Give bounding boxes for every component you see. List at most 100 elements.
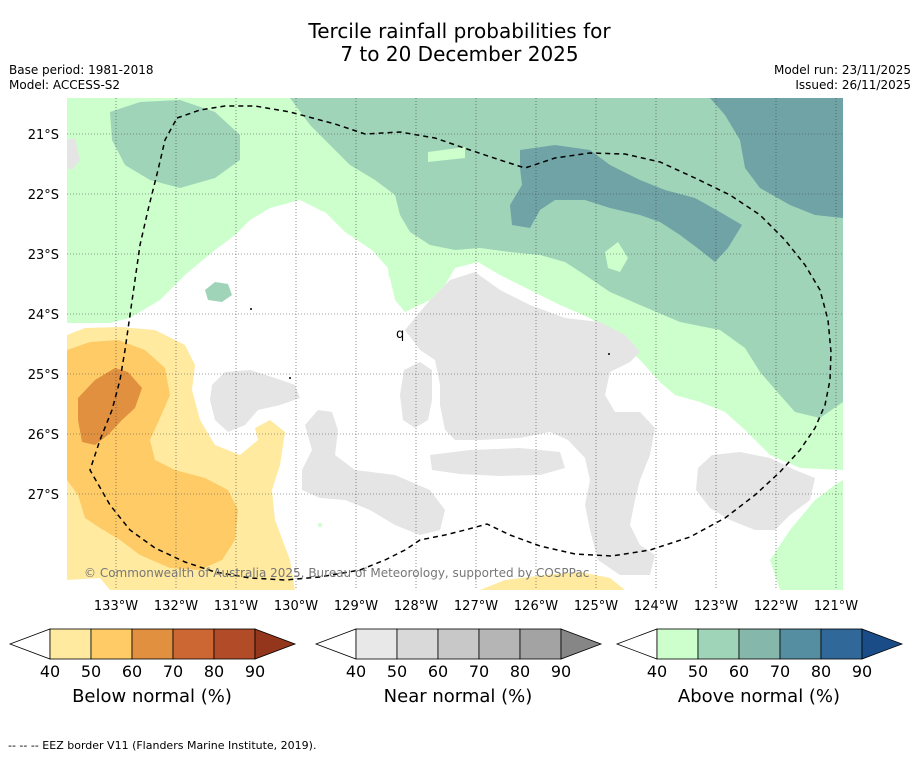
colorbar-near-tick: 60 [428,662,448,681]
lat-label: 21°S [28,128,59,143]
colorbar-near-tick: 70 [469,662,489,681]
colorbar-near-tick: 40 [346,662,366,681]
lon-label: 123°W [694,599,738,614]
lat-label: 24°S [28,308,59,323]
colorbar-near-tick: 50 [387,662,407,681]
title-line-2: 7 to 20 December 2025 [340,42,579,66]
copyright-notice: © Commonwealth of Australia 2025, Bureau… [84,566,589,580]
colorbar-above-high-extend [861,628,904,660]
colorbar-near-segment [519,628,562,660]
colorbar-near-tick: 80 [510,662,530,681]
colorbar-above-low-extend [615,628,658,660]
colorbar-below-tick: 80 [204,662,224,681]
near-normal-region-west [210,370,300,432]
colorbar-below-segment [172,628,215,660]
lon-label: 131°W [214,599,258,614]
colorbar-near-segment [478,628,521,660]
small-map-label: q [396,327,404,342]
near-normal-region-east [696,452,815,530]
above-normal-50-region [290,98,843,418]
lon-label: 133°W [94,599,138,614]
colorbar-below-tick: 60 [122,662,142,681]
colorbar-near-segment [437,628,480,660]
below-normal-40-patch-bottom [480,572,625,590]
colorbar-title-above: Above normal (%) [677,686,841,707]
latitude-labels: 21°S 22°S 23°S 24°S 25°S 26°S 27°S [28,128,59,503]
colorbar-near-tick: 90 [551,662,571,681]
below-normal-60-region [78,368,142,445]
island-marker-2 [289,377,291,379]
colorbar-near-segment [355,628,398,660]
colorbar-below-tick: 40 [40,662,60,681]
near-normal-region-nw [67,138,80,170]
colorbar-below-segment [49,628,92,660]
colorbar-above-tick: 90 [852,662,872,681]
colorbar-below-tick: 70 [163,662,183,681]
lon-label: 127°W [454,599,498,614]
colorbar-below-segment [90,628,133,660]
lat-label: 27°S [28,488,59,503]
colorbar-title-near: Near normal (%) [383,686,533,707]
colorbar-above-tick: 40 [647,662,667,681]
gridlines [67,98,843,590]
lon-label: 124°W [634,599,678,614]
colorbar-above-tick: 80 [811,662,831,681]
lat-label: 23°S [28,248,59,263]
colorbar-above-segment [697,628,740,660]
near-normal-region-strip [430,448,565,476]
lon-label: 121°W [814,599,858,614]
map-area: q © Commonwealth of Australia 2025, Bure… [67,98,843,590]
colorbar-near-low-extend [314,628,357,660]
lat-label: 26°S [28,428,59,443]
lat-label: 25°S [28,368,59,383]
colorbar-near-high-extend [560,628,603,660]
lon-label: 128°W [394,599,438,614]
lon-label: 130°W [274,599,318,614]
longitude-labels: 133°W 132°W 131°W 130°W 129°W 128°W 127°… [94,599,858,614]
island-marker-3 [608,353,610,355]
colorbar-above-segment [779,628,822,660]
model-name: Model: ACCESS-S2 [9,78,121,92]
near-normal-region-central [405,272,655,575]
model-run: Model run: 23/11/2025 [773,63,911,77]
colorbar-above-tick: 60 [729,662,749,681]
lon-label: 132°W [154,599,198,614]
colorbar-near-segment [396,628,439,660]
colorbar-title-below: Below normal (%) [72,686,232,707]
island-marker-1 [250,308,252,310]
above-normal-40-patch-se [770,480,843,590]
island-marker-4 [318,523,322,527]
colorbars: 40 50 60 70 80 90 40 50 60 70 80 90 40 50 60 70 80 90 [8,628,904,681]
colorbar-above-segment [656,628,699,660]
neutral-gap-north [250,205,390,310]
colorbar-below-segment [131,628,174,660]
base-period: Base period: 1981-2018 [9,63,154,77]
above-normal-50-patch-nw [110,100,240,188]
colorbar-above-segment [738,628,781,660]
lon-label: 125°W [574,599,618,614]
lon-label: 122°W [754,599,798,614]
above-normal-40-blob-2 [605,242,628,272]
colorbar-below-tick: 50 [81,662,101,681]
colorbar-above-segment [820,628,863,660]
colorbar-below-low-extend [8,628,51,660]
title-line-1: Tercile rainfall probabilities for [308,19,611,43]
lat-label: 22°S [28,188,59,203]
colorbar-above-tick: 70 [770,662,790,681]
near-normal-region-south [302,410,445,535]
eez-border [89,105,832,581]
neutral-gap-southwest [67,578,110,590]
above-normal-50-patch-small [205,282,232,302]
above-normal-60-band [510,145,742,262]
colorbar-below-high-extend [254,628,297,660]
colorbar-below-tick: 90 [245,662,265,681]
footer-legend-note: -- -- -- EEZ border V11 (Flanders Marine… [8,739,317,752]
above-normal-40-blob-1 [428,147,465,162]
lon-label: 126°W [514,599,558,614]
above-normal-60-region [710,98,843,218]
colorbar-above-tick: 50 [688,662,708,681]
issued-date: Issued: 26/11/2025 [795,78,911,92]
colorbar-below-segment [213,628,256,660]
lon-label: 129°W [334,599,378,614]
